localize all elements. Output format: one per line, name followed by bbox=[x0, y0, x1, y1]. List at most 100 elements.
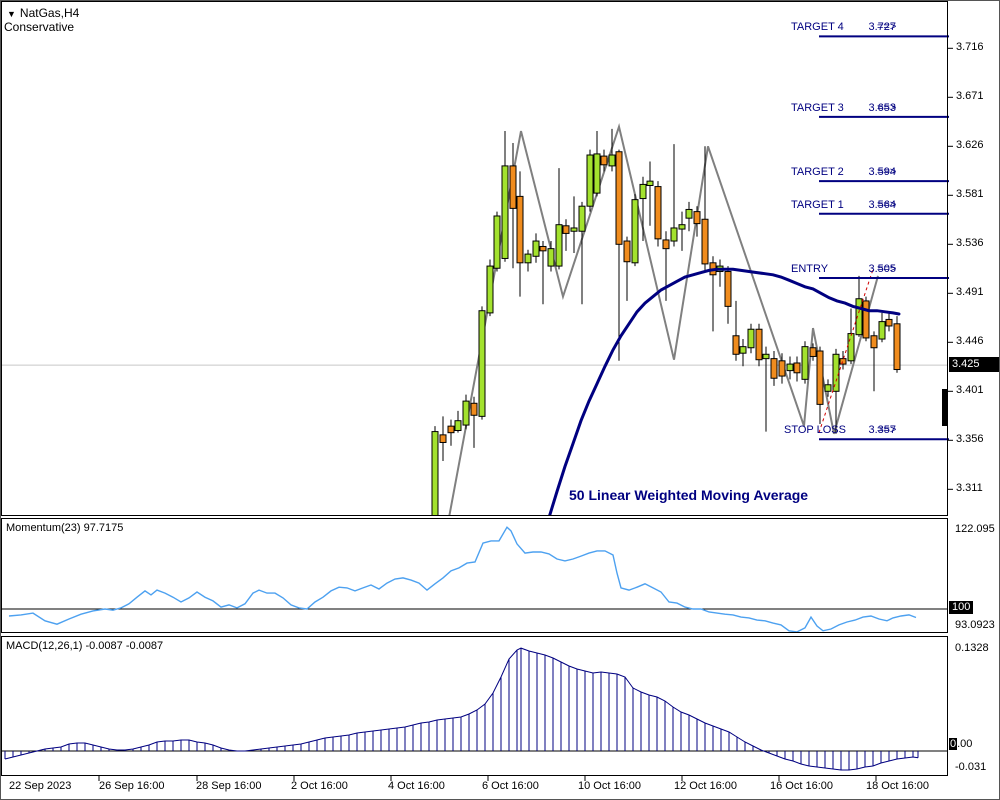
bear-candle bbox=[870, 335, 878, 349]
candlestick-series bbox=[431, 128, 901, 515]
level-arrow: ==> bbox=[877, 21, 897, 34]
bear-candle bbox=[839, 358, 847, 365]
time-axis-label: 18 Oct 16:00 bbox=[866, 780, 929, 792]
momentum-min-label: 93.0923 bbox=[955, 619, 995, 631]
bear-candle bbox=[809, 347, 817, 357]
price-axis-label: 3.716 bbox=[956, 41, 984, 54]
bear-candle bbox=[693, 211, 701, 225]
time-axis-label: 6 Oct 16:00 bbox=[482, 780, 539, 792]
bear-candle bbox=[732, 335, 740, 355]
macd-panel-border[interactable] bbox=[1, 636, 948, 776]
bull-candle bbox=[578, 205, 586, 232]
time-axis-label: 16 Oct 16:00 bbox=[770, 780, 833, 792]
level-row-target-1[interactable]: TARGET 1 ==> 3.564 bbox=[1, 199, 949, 212]
macd-max-label: 0.1328 bbox=[955, 642, 989, 654]
bull-candle bbox=[524, 253, 532, 264]
bear-candle bbox=[770, 358, 778, 379]
bear-candle bbox=[600, 155, 608, 166]
bull-candle bbox=[462, 400, 470, 426]
collapse-triangle-icon[interactable]: ▼ bbox=[7, 9, 16, 19]
level-label: TARGET 3 bbox=[791, 101, 844, 114]
bull-candle bbox=[678, 224, 686, 230]
bear-candle bbox=[539, 245, 547, 252]
level-row-stop-loss[interactable]: STOP LOSS ==> 3.357 bbox=[1, 424, 949, 437]
level-value: 3.727 bbox=[868, 21, 896, 34]
momentum-indicator-label: Momentum(23) 97.7175 bbox=[6, 522, 124, 534]
bull-candle bbox=[631, 199, 639, 264]
momentum-panel-border[interactable] bbox=[1, 518, 948, 633]
axis-marker-bar bbox=[942, 389, 948, 426]
level-value: 3.594 bbox=[868, 166, 896, 179]
macd-min-label: -0.031 bbox=[955, 761, 987, 773]
price-axis-label: 3.311 bbox=[956, 482, 983, 495]
price-axis-label: 3.401 bbox=[956, 384, 984, 397]
bull-candle bbox=[501, 165, 509, 259]
level-row-entry[interactable]: ENTRY ==> 3.505 bbox=[1, 263, 949, 276]
template-subtitle: Conservative bbox=[4, 20, 75, 34]
bull-candle bbox=[824, 384, 832, 392]
bear-candle bbox=[701, 218, 709, 265]
price-axis-label: 3.446 bbox=[956, 335, 984, 348]
price-axis-label: 3.491 bbox=[956, 286, 984, 299]
macd-zero-label: 0.00 bbox=[949, 738, 972, 751]
level-label: TARGET 2 bbox=[791, 166, 844, 179]
price-axis-label: 3.581 bbox=[956, 188, 984, 201]
bull-candle bbox=[639, 183, 647, 200]
time-axis-label: 26 Sep 16:00 bbox=[99, 780, 165, 792]
bull-candle bbox=[685, 208, 693, 219]
main-price-panel bbox=[2, 123, 947, 515]
level-arrow: ==> bbox=[877, 198, 897, 211]
momentum-panel bbox=[2, 526, 947, 632]
bear-candle bbox=[862, 300, 870, 339]
time-axis-label: 12 Oct 16:00 bbox=[674, 780, 737, 792]
price-axis-label: 3.356 bbox=[956, 433, 984, 446]
price-axis-label: 3.671 bbox=[956, 90, 984, 103]
level-label: TARGET 4 bbox=[791, 21, 844, 34]
level-row-target-4[interactable]: TARGET 4 ==> 3.727 bbox=[1, 21, 949, 34]
bear-candle bbox=[755, 328, 763, 361]
chart-title-row: ▼ NatGas,H4 bbox=[7, 6, 79, 21]
level-arrow: ==> bbox=[877, 166, 897, 179]
bear-candle bbox=[662, 239, 670, 250]
bull-candle bbox=[570, 227, 578, 232]
symbol-title: NatGas,H4 bbox=[19, 6, 80, 20]
red-dashed-trendline[interactable] bbox=[818, 269, 874, 433]
bull-candle bbox=[762, 353, 770, 360]
macd-panel bbox=[2, 647, 947, 771]
level-value: 3.505 bbox=[868, 263, 896, 276]
bull-candle bbox=[786, 363, 794, 372]
time-axis-label: 28 Sep 16:00 bbox=[196, 780, 262, 792]
bull-candle bbox=[847, 333, 855, 362]
time-axis-label: 22 Sep 2023 bbox=[9, 780, 72, 792]
bull-candle bbox=[555, 224, 563, 267]
bear-candle bbox=[516, 195, 524, 264]
lwma-annotation: 50 Linear Weighted Moving Average bbox=[569, 487, 809, 503]
bull-candle bbox=[547, 248, 555, 267]
level-row-target-3[interactable]: TARGET 3 ==> 3.653 bbox=[1, 102, 949, 115]
current-price-box: 3.425 bbox=[949, 357, 999, 372]
bull-candle bbox=[586, 154, 594, 207]
bear-candle bbox=[562, 225, 570, 234]
level-row-target-2[interactable]: TARGET 2 ==> 3.594 bbox=[1, 166, 949, 179]
time-axis-label: 10 Oct 16:00 bbox=[578, 780, 641, 792]
level-value: 3.357 bbox=[868, 424, 896, 437]
bear-candle bbox=[793, 362, 801, 374]
bull-candle bbox=[608, 154, 616, 167]
momentum-level-box: 100 bbox=[949, 601, 974, 614]
bear-candle bbox=[885, 318, 893, 327]
bull-candle bbox=[454, 420, 462, 432]
bull-candle bbox=[478, 310, 486, 417]
level-label: TARGET 1 bbox=[791, 198, 844, 211]
bull-candle bbox=[593, 153, 601, 194]
level-value: 3.653 bbox=[868, 101, 896, 114]
bull-candle bbox=[801, 346, 809, 380]
bull-candle bbox=[646, 180, 654, 186]
price-axis-label: 3.536 bbox=[956, 237, 984, 250]
bull-candle bbox=[486, 265, 494, 314]
level-value: 3.564 bbox=[868, 198, 896, 211]
bear-candle bbox=[724, 271, 732, 307]
bear-candle bbox=[439, 434, 447, 443]
bear-candle bbox=[623, 240, 631, 263]
bull-candle bbox=[532, 240, 540, 257]
